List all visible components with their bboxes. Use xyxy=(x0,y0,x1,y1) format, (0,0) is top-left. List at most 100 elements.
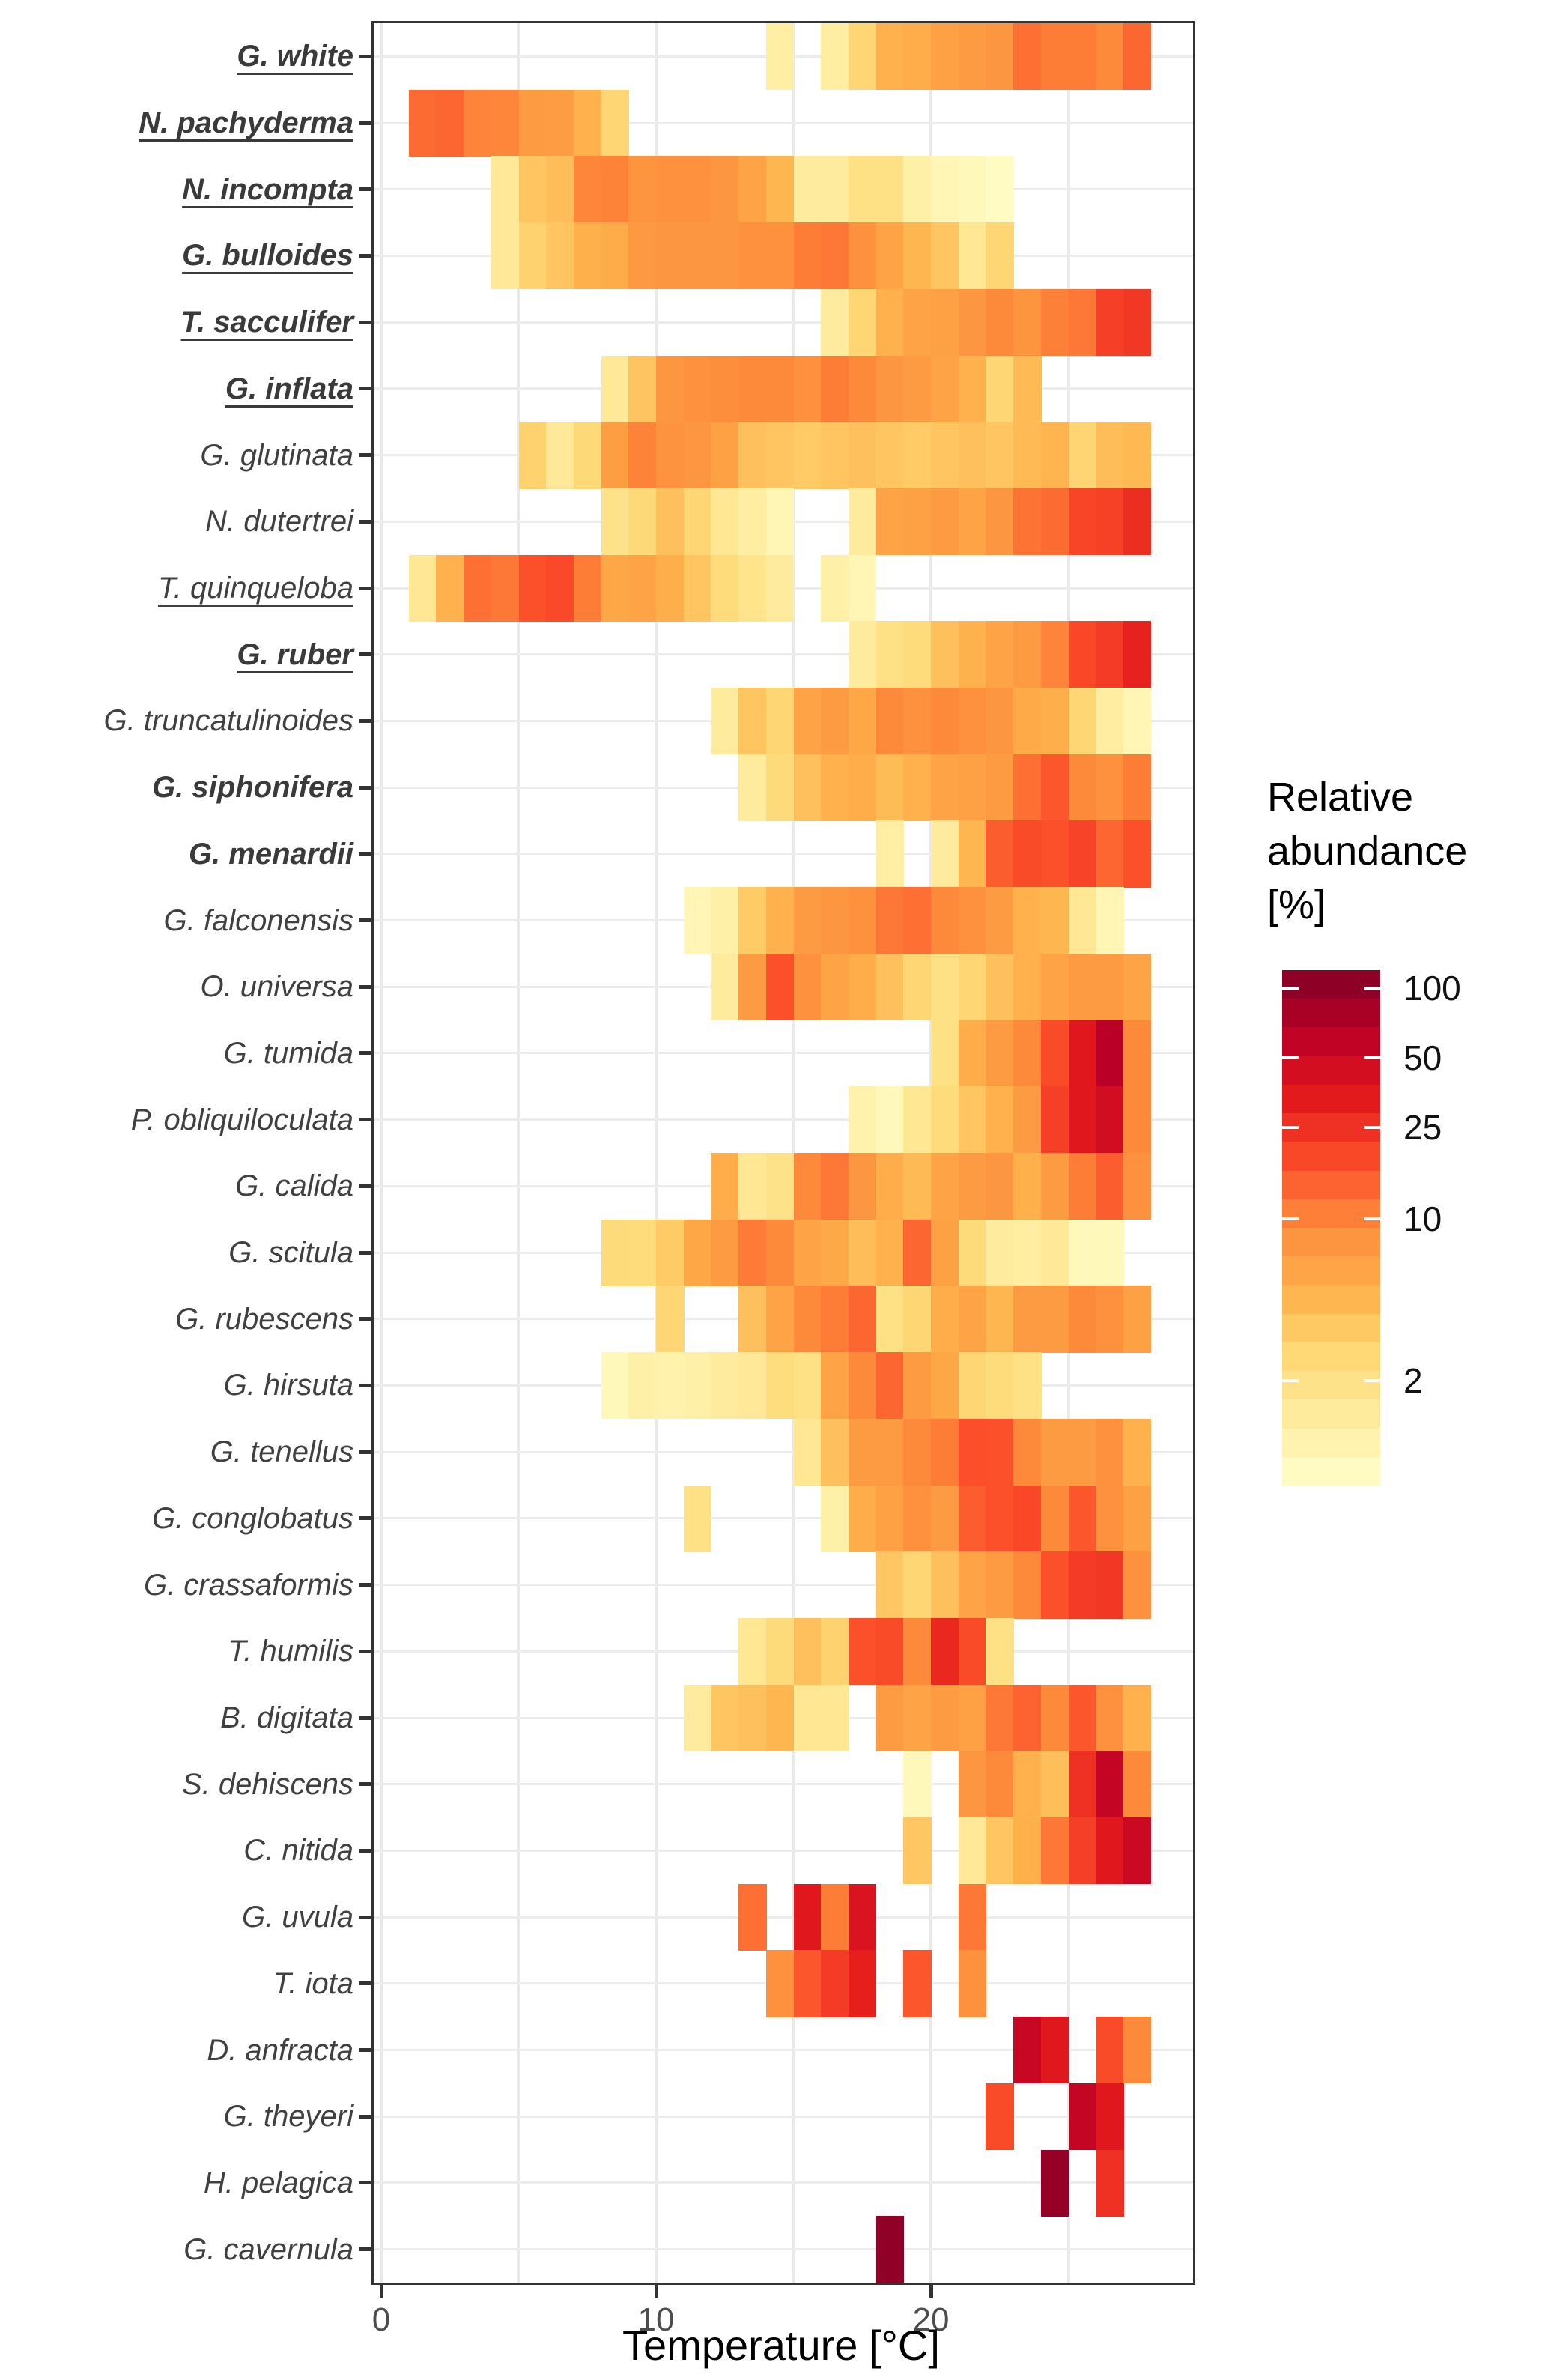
heatmap-cell xyxy=(931,1020,959,1087)
heatmap-cell xyxy=(1096,887,1124,954)
legend-tick xyxy=(1282,1056,1299,1060)
heatmap-cell xyxy=(931,1551,959,1619)
heatmap-cell xyxy=(986,1219,1014,1286)
heatmap-cell xyxy=(1123,1020,1152,1087)
heatmap-cell xyxy=(903,1485,932,1552)
heatmap-cell xyxy=(793,1286,822,1353)
heatmap-cell xyxy=(986,288,1014,357)
heatmap-cell xyxy=(875,1153,905,1220)
heatmap-cell xyxy=(821,1485,849,1552)
heatmap-cell xyxy=(765,488,795,556)
heatmap-cell xyxy=(765,887,795,954)
heatmap-cell xyxy=(738,1617,767,1686)
heatmap-cell xyxy=(738,887,767,954)
heatmap-cell xyxy=(903,288,932,357)
heatmap-cell xyxy=(765,754,795,822)
heatmap-cell xyxy=(958,1219,987,1286)
species-label: G. uvula xyxy=(242,1901,353,1934)
heatmap-cell xyxy=(986,1485,1014,1552)
heatmap-cell xyxy=(656,156,685,223)
heatmap-cell xyxy=(573,156,602,223)
heatmap-cell xyxy=(1123,1418,1152,1486)
legend-color-step xyxy=(1282,1084,1380,1114)
heatmap-cell xyxy=(848,222,877,290)
heatmap-cell xyxy=(1096,1153,1124,1220)
heatmap-cell xyxy=(1096,1551,1124,1619)
heatmap-cell xyxy=(1096,1418,1124,1486)
heatmap-cell xyxy=(958,1551,987,1619)
legend-color-step xyxy=(1282,1399,1380,1429)
heatmap-cell xyxy=(464,89,492,157)
species-label: O. universa xyxy=(200,970,353,1004)
heatmap-cell xyxy=(656,222,685,290)
heatmap-cell xyxy=(1068,953,1096,1021)
heatmap-cell xyxy=(903,222,932,290)
heatmap-cell xyxy=(793,355,822,423)
heatmap-cell xyxy=(683,156,712,223)
heatmap-cell xyxy=(1068,1817,1096,1885)
heatmap-cell xyxy=(1123,23,1152,91)
heatmap-cell xyxy=(1096,1684,1124,1751)
heatmap-cell xyxy=(1040,1153,1069,1220)
heatmap-cell xyxy=(518,89,547,157)
heatmap-cell xyxy=(1096,23,1124,91)
species-label: D. anfracta xyxy=(207,2033,353,2067)
heatmap-cell xyxy=(1013,1684,1042,1751)
y-axis-tick xyxy=(359,1051,371,1056)
heatmap-cell xyxy=(848,422,877,489)
heatmap-cell xyxy=(875,2216,905,2283)
heatmap-cell xyxy=(1068,1551,1096,1619)
y-axis-tick xyxy=(359,852,371,856)
heatmap-cell xyxy=(875,1485,905,1552)
heatmap-cell xyxy=(848,1153,877,1220)
species-label: G. crassaformis xyxy=(143,1568,353,1602)
heatmap-cell xyxy=(711,222,739,290)
heatmap-cell xyxy=(986,156,1014,223)
heatmap-cell xyxy=(711,156,739,223)
heatmap-cell xyxy=(711,1352,739,1420)
heatmap-cell xyxy=(821,222,849,290)
heatmap-cell xyxy=(821,1950,849,2017)
heatmap-cell xyxy=(491,156,520,223)
heatmap-cell xyxy=(958,1485,987,1552)
y-axis-tick xyxy=(359,1716,371,1720)
heatmap-cell xyxy=(821,887,849,954)
y-axis-tick xyxy=(359,1848,371,1853)
heatmap-cell xyxy=(1013,953,1042,1021)
heatmap-cell xyxy=(1123,1817,1152,1885)
heatmap-cell xyxy=(821,554,849,622)
heatmap-cell xyxy=(1096,1817,1124,1885)
species-label: G. conglobatus xyxy=(151,1501,353,1535)
y-axis-tick xyxy=(359,453,371,458)
x-axis-tick-label: 10 xyxy=(637,2301,675,2338)
heatmap-cell xyxy=(738,754,767,822)
y-axis-tick xyxy=(359,1383,371,1387)
heatmap-cell xyxy=(1096,1086,1124,1154)
heatmap-cell xyxy=(683,222,712,290)
heatmap-cell xyxy=(1013,355,1042,423)
x-axis-tick xyxy=(654,2285,658,2298)
species-label: G. calida xyxy=(235,1169,353,1203)
y-gridline xyxy=(374,321,1193,324)
heatmap-cell xyxy=(986,621,1014,688)
heatmap-cell xyxy=(1040,1551,1069,1619)
heatmap-cell xyxy=(1013,820,1042,888)
heatmap-cell xyxy=(1013,1817,1042,1885)
heatmap-cell xyxy=(875,1286,905,1353)
heatmap-cell xyxy=(821,1617,849,1686)
heatmap-cell xyxy=(793,887,822,954)
heatmap-cell xyxy=(601,1219,630,1286)
heatmap-cell xyxy=(1013,1153,1042,1220)
heatmap-cell xyxy=(518,554,547,622)
heatmap-cell xyxy=(1068,1418,1096,1486)
heatmap-cell xyxy=(436,554,464,622)
heatmap-cell xyxy=(738,156,767,223)
y-axis-tick xyxy=(359,253,371,258)
heatmap-cell xyxy=(573,554,602,622)
heatmap-cell xyxy=(1068,488,1096,556)
heatmap-cell xyxy=(848,1418,877,1486)
heatmap-cell xyxy=(986,887,1014,954)
heatmap-cell xyxy=(683,1485,712,1552)
legend-color-step xyxy=(1282,1256,1380,1286)
heatmap-cell xyxy=(903,355,932,423)
